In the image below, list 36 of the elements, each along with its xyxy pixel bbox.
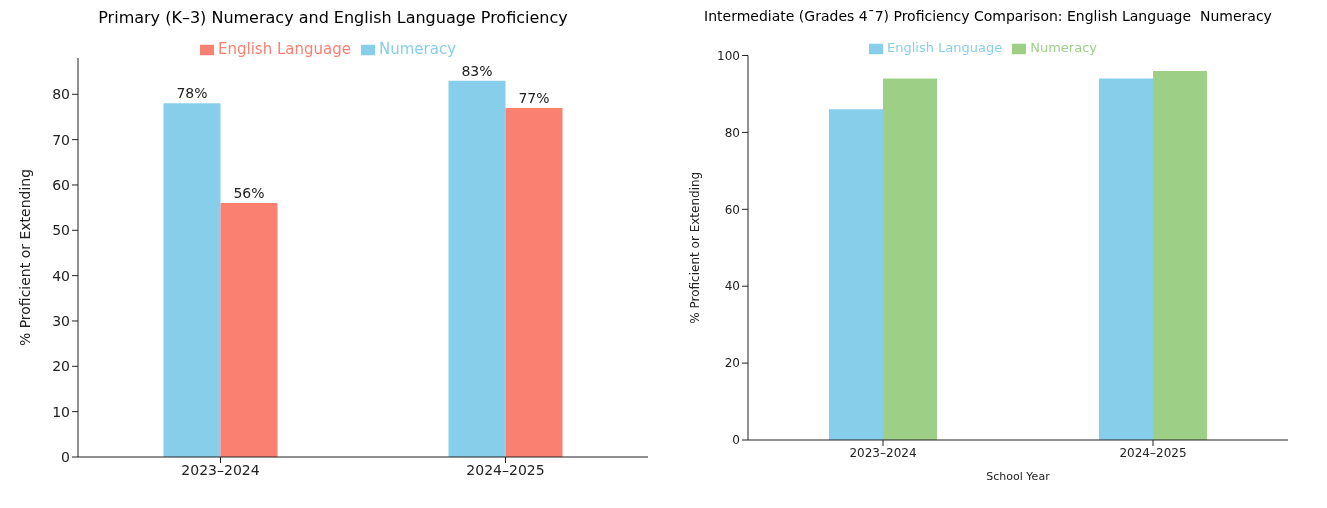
legend-label: Numeracy [1030, 40, 1097, 55]
chart-title: Intermediate (Grades 4¯7) Proficiency Comparison: English Language Numeracy [703, 8, 1273, 26]
legend-label: English Language [886, 40, 1003, 55]
bar [220, 203, 278, 457]
y-tick-label: 60 [724, 202, 740, 217]
y-tick-label: 20 [52, 358, 70, 375]
y-tick-label: 40 [52, 267, 70, 284]
x-tick-label: 2023–2024 [849, 445, 917, 460]
x-tick-label: 2024–2025 [1119, 445, 1187, 460]
y-tick-label: 60 [52, 176, 70, 193]
chart-title: Primary (K–3) Numeracy and English Language Proficiency [97, 8, 569, 29]
y-tick-label: 100 [717, 48, 740, 63]
y-tick-label: 30 [52, 312, 70, 329]
data-label: 77% [518, 89, 550, 106]
y-tick-label: 50 [52, 222, 70, 239]
bar [505, 107, 563, 457]
x-tick-label: 2024–2025 [466, 461, 545, 478]
y-axis-title: % Proficient or Extending [16, 168, 33, 347]
y-tick-label: 40 [724, 279, 740, 294]
y-tick-label: 80 [724, 125, 740, 140]
y-tick-label: 10 [52, 403, 70, 420]
x-axis-title: School Year [986, 470, 1051, 483]
legend-label: English Language [217, 40, 351, 58]
y-tick-label: 80 [52, 86, 70, 103]
y-tick-label: 70 [52, 131, 70, 148]
bar [448, 80, 506, 457]
bar [163, 103, 221, 457]
x-tick-label: 2023–2024 [181, 461, 260, 478]
legend-label: Numeracy [378, 40, 457, 58]
y-axis-title: % Proficient or Extending [688, 171, 703, 324]
y-tick-label: 0 [61, 448, 70, 465]
data-label: 78% [176, 85, 208, 102]
y-tick-label: 0 [732, 433, 740, 448]
data-label: 83% [461, 62, 493, 79]
data-label: 56% [233, 185, 265, 202]
y-tick-label: 20 [724, 356, 740, 371]
